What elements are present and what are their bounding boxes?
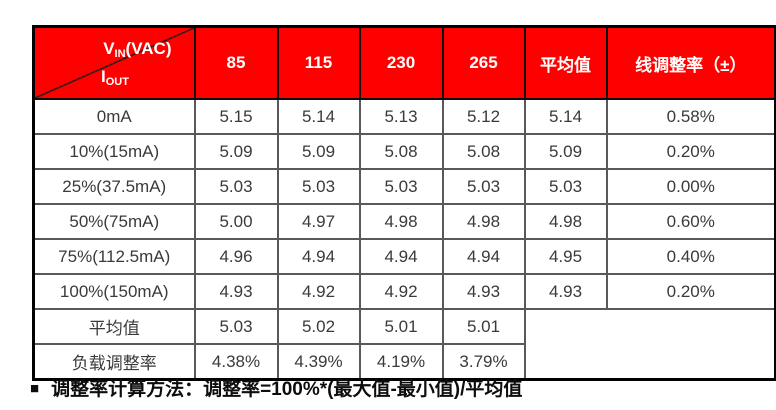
load-regulation-cell: 4.39% <box>276 343 361 381</box>
value-cell: 5.01 <box>441 308 526 345</box>
line-regulation-cell: 0.20% <box>605 133 776 170</box>
value-cell: 5.13 <box>358 98 444 135</box>
value-cell: 5.14 <box>276 98 361 135</box>
value-cell: 5.09 <box>276 133 361 170</box>
vin-vac-label: VIN(VAC) <box>103 39 172 60</box>
value-cell: 4.93 <box>193 273 279 310</box>
value-cell: 4.94 <box>276 238 361 275</box>
regulation-table: VIN(VAC) IOUT 85 115 230 265 平均值 线调整率（±）… <box>32 25 776 381</box>
col-header-115: 115 <box>276 25 361 100</box>
average-cell: 4.95 <box>523 238 608 275</box>
line-regulation-cell: 0.58% <box>605 98 776 135</box>
row-label-cell: 负载调整率 <box>32 343 196 381</box>
value-cell: 4.98 <box>358 203 444 240</box>
value-cell: 5.15 <box>193 98 279 135</box>
col-header-line-regulation: 线调整率（±） <box>605 25 776 100</box>
row-label-cell: 25%(37.5mA) <box>32 168 196 205</box>
value-cell: 5.03 <box>441 168 526 205</box>
line-regulation-cell: 0.20% <box>605 273 776 310</box>
line-regulation-cell: 0.60% <box>605 203 776 240</box>
value-cell: 4.97 <box>276 203 361 240</box>
row-label-cell: 平均值 <box>32 308 196 345</box>
bullet-square-icon: ■ <box>30 380 40 397</box>
value-cell: 4.93 <box>441 273 526 310</box>
table-row-100pct: 100%(150mA) 4.93 4.92 4.92 4.93 4.93 0.2… <box>32 273 776 310</box>
value-cell: 5.03 <box>358 168 444 205</box>
row-label-cell: 100%(150mA) <box>32 273 196 310</box>
table-row-75pct: 75%(112.5mA) 4.96 4.94 4.94 4.94 4.95 0.… <box>32 238 776 275</box>
row-label-cell: 75%(112.5mA) <box>32 238 196 275</box>
row-label-cell: 0mA <box>32 98 196 135</box>
value-cell: 5.08 <box>441 133 526 170</box>
average-cell: 4.93 <box>523 273 608 310</box>
value-cell: 5.09 <box>193 133 279 170</box>
average-cell: 5.14 <box>523 98 608 135</box>
value-cell: 4.98 <box>441 203 526 240</box>
load-regulation-cell: 4.19% <box>358 343 444 381</box>
value-cell: 5.03 <box>193 308 279 345</box>
table-row-10pct: 10%(15mA) 5.09 5.09 5.08 5.08 5.09 0.20% <box>32 133 776 170</box>
note: ■ 调整率计算方法：调整率=100%*(最大值-最小值)/平均值 <box>30 374 522 401</box>
row-label-cell: 10%(15mA) <box>32 133 196 170</box>
value-cell: 4.94 <box>441 238 526 275</box>
table-row-average: 平均值 5.03 5.02 5.01 5.01 <box>32 308 776 381</box>
table-row-50pct: 50%(75mA) 5.00 4.97 4.98 4.98 4.98 0.60% <box>32 203 776 240</box>
value-cell: 4.94 <box>358 238 444 275</box>
value-cell: 5.03 <box>193 168 279 205</box>
average-cell: 4.98 <box>523 203 608 240</box>
col-header-230: 230 <box>358 25 444 100</box>
col-header-85: 85 <box>193 25 279 100</box>
load-regulation-cell: 4.38% <box>193 343 279 381</box>
col-header-average: 平均值 <box>523 25 608 100</box>
average-cell: 5.03 <box>523 168 608 205</box>
line-regulation-cell: 0.00% <box>605 168 776 205</box>
value-cell: 5.08 <box>358 133 444 170</box>
table-row-0ma: 0mA 5.15 5.14 5.13 5.12 5.14 0.58% <box>32 98 776 135</box>
col-header-265: 265 <box>441 25 526 100</box>
table-row-load-regulation: 负载调整率 4.38% 4.39% 4.19% 3.79% <box>32 343 776 381</box>
value-cell: 4.96 <box>193 238 279 275</box>
value-cell: 5.12 <box>441 98 526 135</box>
value-cell: 4.92 <box>276 273 361 310</box>
header-row: VIN(VAC) IOUT 85 115 230 265 平均值 线调整率（±） <box>32 25 776 100</box>
load-regulation-cell: 3.79% <box>441 343 526 381</box>
value-cell: 5.03 <box>276 168 361 205</box>
note-text: 调整率计算方法：调整率=100%*(最大值-最小值)/平均值 <box>51 379 523 400</box>
value-cell: 5.02 <box>276 308 361 345</box>
iout-label: IOUT <box>101 67 129 88</box>
corner-header-cell: VIN(VAC) IOUT <box>32 25 196 100</box>
row-label-cell: 50%(75mA) <box>32 203 196 240</box>
value-cell: 4.92 <box>358 273 444 310</box>
merged-empty-cell <box>523 308 776 381</box>
average-cell: 5.09 <box>523 133 608 170</box>
value-cell: 5.00 <box>193 203 279 240</box>
value-cell: 5.01 <box>358 308 444 345</box>
line-regulation-cell: 0.40% <box>605 238 776 275</box>
table-row-25pct: 25%(37.5mA) 5.03 5.03 5.03 5.03 5.03 0.0… <box>32 168 776 205</box>
